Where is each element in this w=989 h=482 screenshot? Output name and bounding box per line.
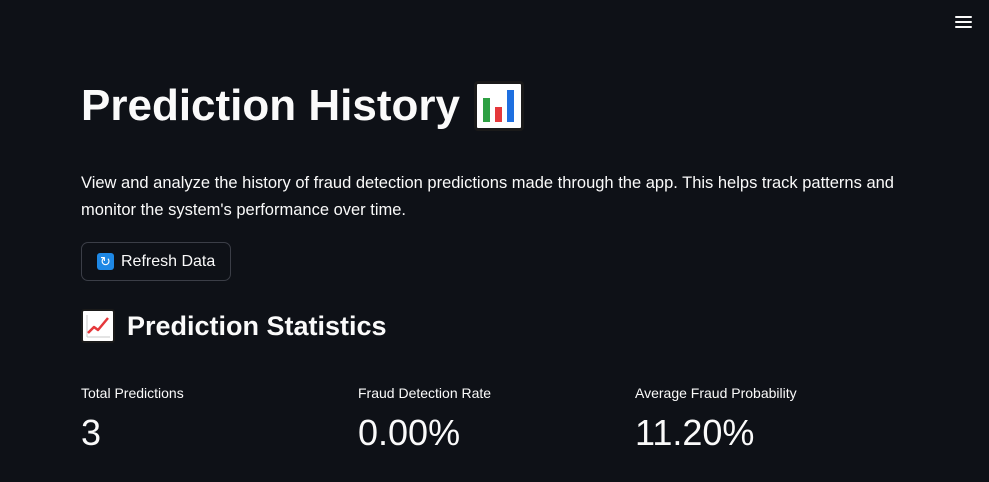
metric-value: 0.00% <box>358 412 461 453</box>
chart-icon-trend-line <box>87 317 109 334</box>
metric-label: Fraud Detection Rate <box>358 385 492 401</box>
section-title-statistics: Prediction Statistics <box>81 306 387 346</box>
refresh-data-button-label: Refresh Data <box>121 252 216 270</box>
section-title-text: Prediction Statistics <box>127 311 387 341</box>
metric-value: 11.20% <box>635 412 755 453</box>
page-description: View and analyze the history of fraud de… <box>81 174 894 219</box>
refresh-data-button[interactable]: ↻ Refresh Data <box>81 242 232 281</box>
bar-chart-icon-bar-red <box>494 107 502 122</box>
metrics-row: Total Predictions 3 Fraud Detection Rate… <box>81 384 911 464</box>
bar-chart-icon <box>473 81 524 131</box>
chart-increasing-icon <box>81 309 115 343</box>
chart-increasing-icon-graphic <box>86 315 110 338</box>
metric-label: Total Predictions <box>81 385 184 401</box>
bar-chart-icon-bar-blue <box>506 90 514 122</box>
metric-value: 3 <box>81 412 102 453</box>
menu-line-top <box>955 16 972 18</box>
menu-line-middle <box>955 21 972 23</box>
metric-label: Average Fraud Probability <box>635 385 797 401</box>
metric-total-predictions: Total Predictions 3 <box>81 384 184 454</box>
hamburger-menu-icon[interactable] <box>953 12 975 32</box>
metric-fraud-detection-rate: Fraud Detection Rate 0.00% <box>358 384 491 454</box>
page-title-text: Prediction History <box>81 81 460 130</box>
menu-line-bottom <box>955 26 972 28</box>
metric-average-fraud-probability: Average Fraud Probability 11.20% <box>635 384 797 454</box>
refresh-icon: ↻ <box>97 253 114 270</box>
bar-chart-icon-bar-green <box>482 98 490 122</box>
page-title: Prediction History <box>81 78 524 134</box>
